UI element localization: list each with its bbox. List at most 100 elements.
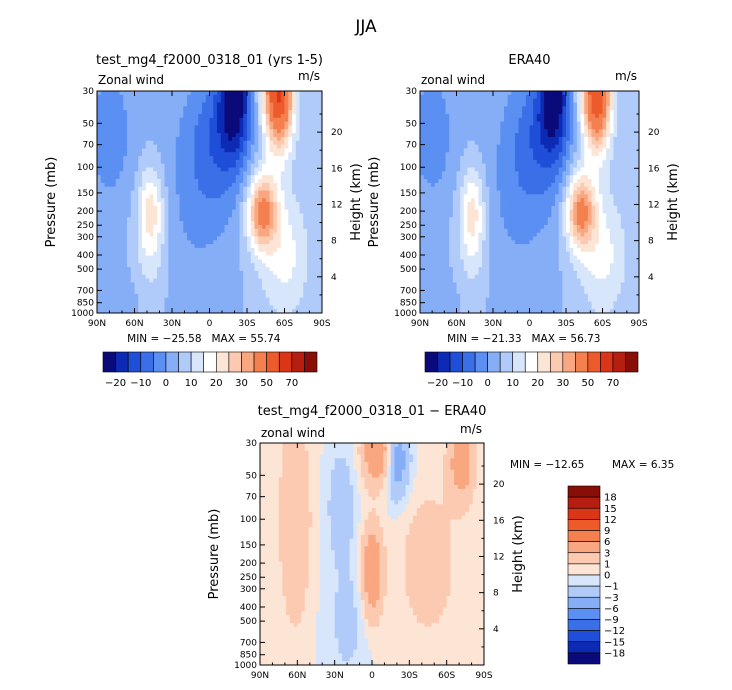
- contour-cell-p0: [314, 113, 319, 119]
- contour-cell-p1: [540, 133, 545, 138]
- contour-cell-p1: [427, 163, 432, 169]
- contour-cell-p0: [172, 106, 177, 111]
- contour-cell-p0: [277, 106, 282, 111]
- contour-cell-p0: [247, 301, 252, 306]
- contour-cell-p0: [123, 297, 128, 303]
- contour-cell-p1: [430, 113, 436, 119]
- contour-cell-p0: [134, 205, 139, 211]
- contour-cell-p1: [463, 113, 469, 119]
- contour-cell-p0: [310, 240, 316, 245]
- contour-cell-p0: [217, 205, 222, 211]
- contour-cell-p0: [149, 259, 154, 264]
- contour-cell-p1: [595, 133, 600, 138]
- contour-cell-p1: [624, 156, 629, 161]
- contour-cell-p0: [280, 121, 286, 127]
- contour-cell-p1: [522, 113, 527, 119]
- contour-cell-p0: [119, 301, 124, 306]
- contour-cell-p0: [179, 224, 184, 230]
- contour-cell-p1: [598, 121, 604, 127]
- contour-cell-p1: [463, 163, 469, 169]
- contour-cell-p1: [449, 121, 454, 127]
- contour-cell-p1: [525, 159, 531, 165]
- contour-cell-p0: [205, 121, 211, 127]
- contour-cell-p0: [262, 198, 267, 203]
- contour-cell-p0: [243, 259, 248, 264]
- contour-cell-p0: [127, 136, 132, 142]
- contour-cell-p0: [280, 98, 286, 104]
- contour-cell-p1: [463, 98, 469, 104]
- contour-cell-p1: [463, 148, 469, 153]
- contour-cell-p0: [119, 297, 124, 303]
- contour-cell-p0: [292, 102, 297, 107]
- contour-cell-p0: [232, 251, 237, 257]
- contour-cell-p1: [514, 179, 520, 184]
- contour-cell-p0: [265, 129, 271, 134]
- contour-cell-p1: [445, 163, 450, 169]
- contour-cell-p0: [265, 267, 271, 272]
- contour-cell-p0: [314, 259, 319, 264]
- contour-cell-p1: [460, 148, 465, 153]
- contour-cell-p0: [115, 94, 121, 100]
- contour-cell-p1: [562, 113, 567, 119]
- contour-cell-p0: [232, 305, 237, 310]
- contour-cell-p0: [299, 270, 304, 276]
- contour-cell-p0: [224, 202, 229, 207]
- contour-cell-p1: [511, 113, 516, 119]
- contour-cell-p0: [119, 91, 124, 96]
- contour-cell-p0: [194, 305, 199, 310]
- contour-cell-p0: [247, 121, 252, 127]
- contour-cell-p0: [183, 247, 188, 253]
- contour-cell-p0: [205, 152, 211, 157]
- contour-cell-p0: [213, 251, 218, 257]
- contour-cell-p0: [142, 251, 147, 257]
- contour-cell-p0: [149, 267, 154, 272]
- contour-cell-p0: [254, 217, 259, 222]
- contour-cell-p1: [452, 113, 458, 119]
- contour-cell-p1: [427, 133, 432, 138]
- contour-cell-p0: [220, 305, 226, 310]
- contour-cell-p0: [209, 209, 214, 215]
- contour-cell-p0: [175, 228, 181, 234]
- contour-cell-p1: [536, 144, 542, 150]
- contour-cell-p0: [277, 255, 282, 261]
- contour-cell-p0: [198, 94, 203, 100]
- contour-cell-p0: [187, 98, 192, 104]
- contour-cell-p0: [224, 159, 229, 165]
- contour-cell-p0: [138, 190, 143, 195]
- contour-cell-p0: [190, 179, 196, 184]
- contour-cell-p0: [157, 198, 162, 203]
- contour-cell-p0: [235, 259, 241, 264]
- contour-cell-p0: [100, 247, 106, 253]
- contour-cell-p0: [138, 113, 143, 119]
- contour-cell-p0: [307, 259, 312, 264]
- contour-cell-p1: [529, 102, 534, 107]
- contour-cell-p1: [613, 159, 618, 165]
- contour-cell-p0: [138, 221, 143, 226]
- contour-cell-p1: [463, 102, 469, 107]
- contour-cell-p1: [489, 91, 494, 96]
- contour-cell-p1: [635, 171, 639, 176]
- contour-cell-p0: [318, 297, 322, 303]
- contour-cell-p0: [100, 152, 106, 157]
- contour-cell-p1: [529, 106, 534, 111]
- contour-cell-p1: [467, 91, 472, 96]
- contour-cell-p0: [217, 91, 222, 96]
- contour-cell-p1: [533, 152, 538, 157]
- contour-cell-p0: [127, 309, 132, 313]
- contour-cell-p0: [250, 198, 256, 203]
- contour-cell-p1: [500, 98, 505, 104]
- contour-cell-p0: [235, 305, 241, 310]
- contour-cell-p0: [119, 247, 124, 253]
- contour-cell-p0: [100, 309, 106, 313]
- contour-cell-p0: [213, 213, 218, 218]
- contour-cell-p0: [164, 263, 169, 268]
- contour-cell-p1: [628, 110, 633, 115]
- contour-cell-p0: [198, 198, 203, 203]
- contour-cell-p0: [224, 259, 229, 264]
- contour-cell-p0: [254, 121, 259, 127]
- contour-cell-p0: [130, 232, 136, 238]
- contour-cell-p1: [518, 136, 523, 142]
- contour-cell-p1: [544, 171, 549, 176]
- contour-cell-p0: [284, 205, 289, 211]
- contour-cell-p1: [434, 125, 439, 130]
